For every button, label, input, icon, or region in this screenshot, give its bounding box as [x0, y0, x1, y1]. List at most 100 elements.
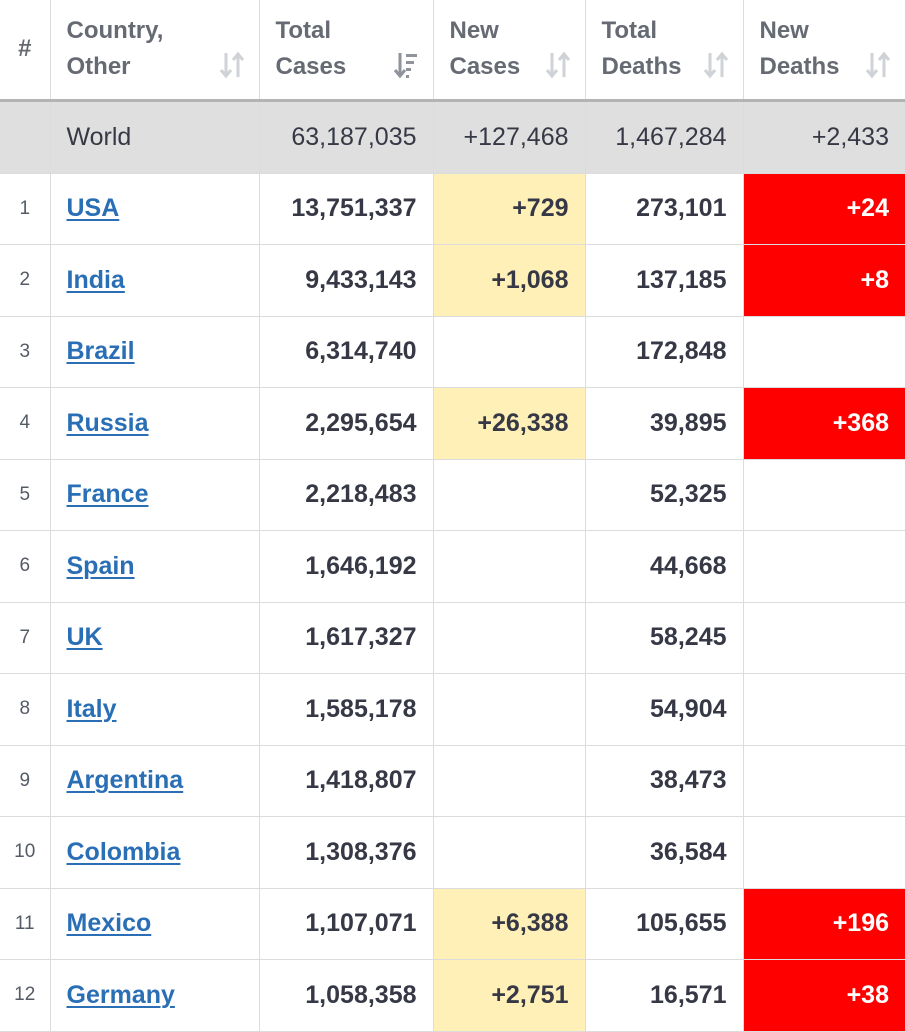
new-cases-cell: [432, 673, 586, 746]
new-deaths-cell: [742, 601, 905, 674]
total-cases-cell: 1,617,327: [258, 601, 434, 674]
header-new-deaths[interactable]: New Deaths: [742, 0, 905, 102]
header-new-cases-line2: Cases: [449, 53, 521, 81]
header-total-deaths-line2: Deaths: [601, 53, 682, 81]
rank-cell: 6: [0, 530, 51, 603]
total-cases-cell: 13,751,337: [258, 172, 434, 245]
sort-icon[interactable]: [545, 50, 571, 80]
world-new-deaths-cell: +2,433: [742, 99, 905, 174]
total-cases-cell: 2,218,483: [258, 458, 434, 531]
country-link[interactable]: India: [66, 265, 125, 294]
new-cases-cell: +6,388: [432, 887, 586, 960]
table-row: 4 Russia 2,295,654 +26,338 39,895 +368: [0, 387, 905, 460]
country-link[interactable]: Germany: [66, 980, 175, 1009]
rank-cell: 9: [0, 744, 51, 817]
rank-cell: 10: [0, 816, 51, 889]
sort-icon[interactable]: [219, 50, 245, 80]
table-row: 2 India 9,433,143 +1,068 137,185 +8: [0, 244, 905, 317]
new-deaths-cell: +8: [742, 244, 905, 317]
rank-cell: 2: [0, 244, 51, 317]
new-deaths-cell: [742, 458, 905, 531]
header-rank[interactable]: #: [0, 0, 51, 102]
new-cases-cell: [432, 601, 586, 674]
header-total-cases-line1: Total: [275, 17, 332, 45]
country-link[interactable]: Brazil: [66, 337, 135, 366]
table-row: 12 Germany 1,058,358 +2,751 16,571 +38: [0, 959, 905, 1032]
rank-cell: 8: [0, 673, 51, 746]
total-cases-cell: 1,646,192: [258, 530, 434, 603]
country-cell: France: [49, 458, 260, 531]
world-new-cases-cell: +127,468: [432, 99, 586, 174]
header-total-deaths-line1: Total: [601, 17, 658, 45]
new-deaths-cell: [742, 673, 905, 746]
total-cases-cell: 1,107,071: [258, 887, 434, 960]
total-cases-cell: 1,418,807: [258, 744, 434, 817]
country-cell: Brazil: [49, 315, 260, 388]
world-rank-cell: [0, 99, 51, 174]
country-link[interactable]: USA: [66, 194, 120, 223]
country-link[interactable]: Colombia: [66, 837, 181, 866]
new-deaths-cell: [742, 530, 905, 603]
country-link[interactable]: Spain: [66, 551, 135, 580]
world-total-row: World 63,187,035 +127,468 1,467,284 +2,4…: [0, 99, 905, 174]
table-row: 8 Italy 1,585,178 54,904: [0, 673, 905, 746]
total-cases-cell: 1,308,376: [258, 816, 434, 889]
country-link[interactable]: Mexico: [66, 909, 152, 938]
rank-cell: 3: [0, 315, 51, 388]
new-cases-cell: [432, 744, 586, 817]
new-deaths-cell: +38: [742, 959, 905, 1032]
country-link[interactable]: Russia: [66, 408, 149, 437]
total-deaths-cell: 137,185: [584, 244, 744, 317]
total-deaths-cell: 58,245: [584, 601, 744, 674]
sort-descending-icon[interactable]: [393, 50, 419, 80]
new-cases-cell: +26,338: [432, 387, 586, 460]
country-cell: Spain: [49, 530, 260, 603]
world-total-deaths-cell: 1,467,284: [584, 99, 744, 174]
table-row: 7 UK 1,617,327 58,245: [0, 601, 905, 674]
sort-icon[interactable]: [865, 50, 891, 80]
header-country-line1: Country,: [66, 17, 164, 45]
total-deaths-cell: 105,655: [584, 887, 744, 960]
rank-cell: 4: [0, 387, 51, 460]
total-deaths-cell: 36,584: [584, 816, 744, 889]
country-cell: USA: [49, 172, 260, 245]
new-cases-cell: [432, 315, 586, 388]
sort-icon[interactable]: [703, 50, 729, 80]
world-total-cases-cell: 63,187,035: [258, 99, 434, 174]
country-link[interactable]: UK: [66, 623, 103, 652]
country-cell: Germany: [49, 959, 260, 1032]
table-row: 3 Brazil 6,314,740 172,848: [0, 315, 905, 388]
country-link[interactable]: Argentina: [66, 766, 184, 795]
table-header: # Country, Other Total Cases New Cases T…: [0, 0, 905, 102]
new-deaths-cell: [742, 744, 905, 817]
header-new-deaths-line2: Deaths: [759, 53, 840, 81]
country-link[interactable]: Italy: [66, 694, 117, 723]
total-deaths-cell: 39,895: [584, 387, 744, 460]
total-deaths-cell: 16,571: [584, 959, 744, 1032]
rank-cell: 5: [0, 458, 51, 531]
table-row: 11 Mexico 1,107,071 +6,388 105,655 +196: [0, 887, 905, 960]
table-body: World 63,187,035 +127,468 1,467,284 +2,4…: [0, 99, 905, 1032]
rank-cell: 1: [0, 172, 51, 245]
header-new-deaths-line1: New: [759, 17, 809, 45]
total-deaths-cell: 273,101: [584, 172, 744, 245]
new-cases-cell: +1,068: [432, 244, 586, 317]
total-deaths-cell: 54,904: [584, 673, 744, 746]
header-country[interactable]: Country, Other: [49, 0, 260, 102]
rank-cell: 12: [0, 959, 51, 1032]
table-row: 1 USA 13,751,337 +729 273,101 +24: [0, 172, 905, 245]
header-total-cases[interactable]: Total Cases: [258, 0, 434, 102]
new-deaths-cell: +368: [742, 387, 905, 460]
total-cases-cell: 6,314,740: [258, 315, 434, 388]
new-deaths-cell: [742, 816, 905, 889]
total-deaths-cell: 44,668: [584, 530, 744, 603]
new-cases-cell: [432, 458, 586, 531]
country-cell: India: [49, 244, 260, 317]
country-cell: Mexico: [49, 887, 260, 960]
country-link[interactable]: France: [66, 480, 149, 509]
header-new-cases[interactable]: New Cases: [432, 0, 586, 102]
total-cases-cell: 2,295,654: [258, 387, 434, 460]
header-total-deaths[interactable]: Total Deaths: [584, 0, 744, 102]
new-cases-cell: [432, 816, 586, 889]
total-cases-cell: 9,433,143: [258, 244, 434, 317]
